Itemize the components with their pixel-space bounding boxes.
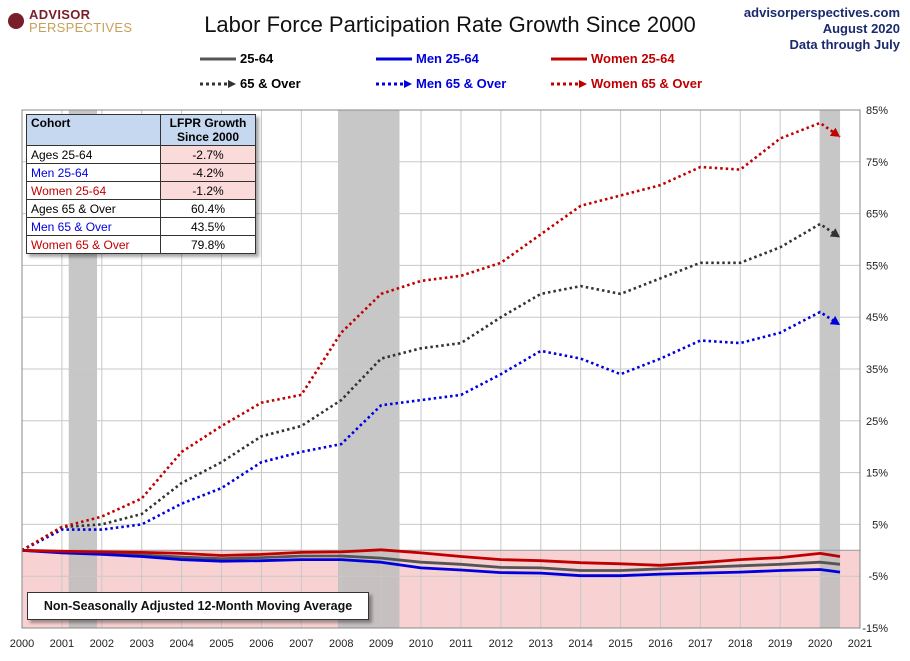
table-cell-cohort: Ages 65 & Over xyxy=(26,199,161,218)
legend-label: Men 65 & Over xyxy=(416,76,507,91)
source-date: August 2020 xyxy=(822,21,900,36)
x-tick-label: 2013 xyxy=(529,638,553,650)
legend-item-women-25-64: Women 25-64 xyxy=(551,51,675,66)
moving-average-note: Non-Seasonally Adjusted 12-Month Moving … xyxy=(27,592,369,620)
x-tick-label: 2004 xyxy=(169,638,193,650)
x-tick-label: 2000 xyxy=(10,638,34,650)
table-cell-cohort: Women 25-64 xyxy=(26,181,161,200)
x-tick-label: 2002 xyxy=(90,638,114,650)
source-through: Data through July xyxy=(789,37,900,52)
table-body: Ages 25-64 -2.7% Men 25-64 -4.2% Women 25-64… xyxy=(26,145,256,254)
y-tick-label: 75% xyxy=(866,157,888,169)
x-tick-label: 2019 xyxy=(768,638,792,650)
legend-item-65-over: 65 & Over xyxy=(200,76,301,91)
y-tick-label: 5% xyxy=(872,519,888,531)
x-tick-label: 2020 xyxy=(808,638,832,650)
table-cell-cohort: Men 65 & Over xyxy=(26,217,161,236)
legend-item-men-25-64: Men 25-64 xyxy=(376,51,479,66)
series-line-women-25-64 xyxy=(21,548,841,567)
x-tick-label: 2007 xyxy=(289,638,313,650)
series-line-65-over xyxy=(21,222,841,552)
x-tick-label: 2015 xyxy=(608,638,632,650)
chart-axes: 85% 75% 65% 55% 45% 35% 25% 15% 5% -5% -15% 2000 200… xyxy=(10,105,888,650)
legend-item-women-65-over: Women 65 & Over xyxy=(551,76,702,91)
x-tick-label: 2005 xyxy=(209,638,233,650)
x-tick-label: 2008 xyxy=(329,638,353,650)
series-end-arrow xyxy=(829,127,840,137)
series-line-men-65-over xyxy=(21,310,841,552)
advisor-perspectives-logo: ADVISOR PERSPECTIVES xyxy=(8,8,132,34)
x-tick-label: 2017 xyxy=(688,638,712,650)
chart-series xyxy=(21,121,841,578)
table-cell-cohort: Men 25-64 xyxy=(26,163,161,182)
y-tick-label: 85% xyxy=(866,105,888,117)
logo-line1: ADVISOR xyxy=(29,7,91,22)
legend-dotted-swatch xyxy=(200,79,236,88)
table-row: Men 25-64 -4.2% xyxy=(26,163,256,182)
growth-summary-table: Cohort LFPR Growth Since 2000 Ages 25-64… xyxy=(26,114,256,254)
x-tick-label: 2011 xyxy=(449,638,473,650)
series-line-men-25-64 xyxy=(21,548,841,578)
table-cell-growth: 60.4% xyxy=(160,199,256,218)
table-row: Women 25-64 -1.2% xyxy=(26,181,256,200)
plot-border xyxy=(21,109,861,629)
y-tick-label: 15% xyxy=(866,468,888,480)
x-tick-label: 2014 xyxy=(568,638,592,650)
series-line-25-64 xyxy=(21,548,841,572)
x-tick-label: 2009 xyxy=(369,638,393,650)
series-end-arrow xyxy=(829,228,840,238)
table-row: Men 65 & Over 43.5% xyxy=(26,217,256,236)
table-cell-cohort: Ages 25-64 xyxy=(26,145,161,164)
table-header-cohort: Cohort xyxy=(26,114,161,146)
legend-item-25-64: 25-64 xyxy=(200,51,273,66)
y-tick-label: 45% xyxy=(866,312,888,324)
table-cell-growth: -1.2% xyxy=(160,181,256,200)
legend-line-swatch xyxy=(200,57,236,60)
series-end-arrow xyxy=(829,315,840,325)
table-row: Ages 25-64 -2.7% xyxy=(26,145,256,164)
legend-label: 65 & Over xyxy=(240,76,301,91)
x-tick-label: 2001 xyxy=(50,638,74,650)
legend-line-swatch xyxy=(551,57,587,60)
legend-label: Women 25-64 xyxy=(591,51,675,66)
x-tick-label: 2012 xyxy=(489,638,513,650)
legend-label: Men 25-64 xyxy=(416,51,479,66)
table-row: Women 65 & Over 79.8% xyxy=(26,235,256,254)
y-tick-label: 55% xyxy=(866,260,888,272)
table-header-row: Cohort LFPR Growth Since 2000 xyxy=(26,114,256,146)
series-line-women-65-over xyxy=(21,121,841,552)
table-cell-cohort: Women 65 & Over xyxy=(26,235,161,254)
y-tick-label: 35% xyxy=(866,364,888,376)
legend-label: Women 65 & Over xyxy=(591,76,703,91)
x-tick-label: 2003 xyxy=(129,638,153,650)
logo-line2: PERSPECTIVES xyxy=(29,20,133,35)
legend-dotted-swatch xyxy=(551,79,587,88)
x-tick-label: 2006 xyxy=(249,638,273,650)
x-tick-label: 2021 xyxy=(848,638,872,650)
table-cell-growth: 43.5% xyxy=(160,217,256,236)
y-tick-label: 65% xyxy=(866,209,888,221)
source-block: advisorperspectives.com August 2020 Data… xyxy=(744,5,900,53)
y-tick-label: -5% xyxy=(868,571,888,583)
table-row: Ages 65 & Over 60.4% xyxy=(26,199,256,218)
chart-title: Labor Force Participation Rate Growth Si… xyxy=(204,12,696,37)
table-header-growth: LFPR Growth Since 2000 xyxy=(160,114,256,146)
x-tick-label: 2010 xyxy=(409,638,433,650)
x-tick-label: 2018 xyxy=(728,638,752,650)
y-tick-label: 25% xyxy=(866,416,888,428)
logo-icon xyxy=(8,13,24,29)
legend-line-swatch xyxy=(376,57,412,60)
table-cell-growth: -4.2% xyxy=(160,163,256,182)
x-tick-label: 2016 xyxy=(648,638,672,650)
y-tick-label: -15% xyxy=(862,623,888,635)
legend-item-men-65-over: Men 65 & Over xyxy=(376,76,506,91)
source-site: advisorperspectives.com xyxy=(743,5,900,20)
table-cell-growth: -2.7% xyxy=(160,145,256,164)
legend-label: 25-64 xyxy=(240,51,274,66)
legend-dotted-swatch xyxy=(376,79,412,88)
table-cell-growth: 79.8% xyxy=(160,235,256,254)
